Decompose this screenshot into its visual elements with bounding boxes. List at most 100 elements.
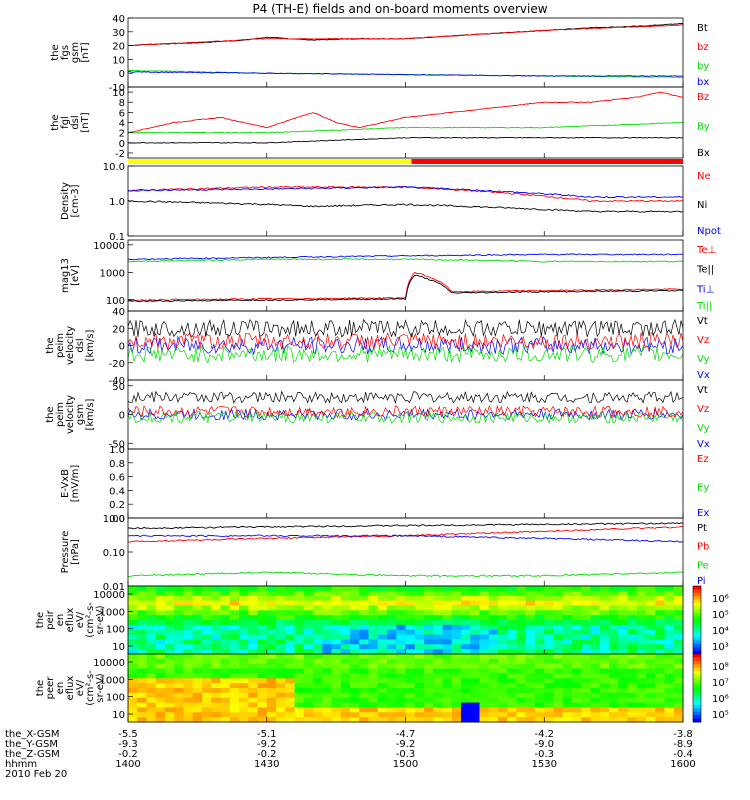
spectrogram-cell — [202, 697, 212, 704]
spectrogram-cell — [442, 586, 453, 592]
spectrogram-cell — [396, 702, 406, 708]
colorbar-cell — [693, 613, 701, 618]
spectrogram-cell — [516, 634, 527, 640]
spectrogram-cell — [451, 692, 462, 699]
spectrogram-cell — [470, 707, 480, 713]
spectrogram-cell — [276, 712, 286, 718]
spectrogram-cell — [211, 624, 221, 631]
colorbar-cell — [693, 650, 701, 655]
spectrogram-cell — [525, 717, 536, 723]
y-axis-label-line: velocity — [65, 326, 76, 365]
spectrogram-cell — [433, 634, 443, 640]
spectrogram-cell — [350, 595, 360, 602]
spectrogram-cell — [609, 702, 619, 708]
spectrogram-cell — [451, 668, 462, 674]
spectrogram-cell — [544, 707, 554, 713]
spectrogram-cell — [479, 668, 490, 674]
spectrogram-cell — [488, 707, 499, 713]
spectrogram-cell — [646, 678, 656, 684]
y-axis-label-line: en — [55, 614, 66, 627]
spectrogram-cell — [618, 658, 628, 665]
spectrogram-cell — [442, 678, 453, 684]
spectrogram-cell — [396, 629, 406, 636]
spectrogram-cell — [294, 590, 305, 597]
spectrogram-cell — [229, 717, 240, 723]
y-axis-label-line: the — [35, 680, 46, 696]
spectrogram-cell — [387, 595, 397, 602]
spectrogram-cell — [636, 649, 647, 655]
spectrogram-cell — [137, 600, 147, 606]
spectrogram-cell — [239, 615, 249, 621]
spectrogram-cell — [211, 697, 221, 704]
spectrogram-cell — [396, 590, 406, 597]
spectrogram-cell — [128, 663, 138, 670]
spectrogram-cell — [655, 658, 665, 665]
spectrogram-cell — [155, 658, 166, 665]
spectrogram-cell — [516, 620, 527, 626]
spectrogram-cell — [387, 624, 397, 631]
spectrogram-cell — [516, 668, 527, 674]
spectrogram-cell — [599, 717, 610, 723]
spectrogram-cell — [229, 620, 240, 626]
spectrogram-cell — [183, 688, 194, 694]
spectrogram-cell — [331, 688, 342, 694]
spectrogram-cell — [627, 658, 638, 665]
spectrogram-cell — [211, 590, 221, 597]
spectrogram-cell — [655, 663, 665, 670]
spectrogram-cell — [544, 697, 554, 704]
spectrogram-cell — [313, 620, 323, 626]
spectrogram-cell — [239, 678, 249, 684]
spectrogram-cell — [211, 654, 221, 660]
spectrogram-cell — [627, 600, 638, 606]
spectrogram-cell — [544, 620, 554, 626]
spectrogram-cell — [544, 634, 554, 640]
spectrogram-cell — [664, 688, 675, 694]
spectrogram-cell — [498, 668, 508, 674]
spectrogram-cell — [664, 658, 675, 665]
spectrogram-cell — [368, 678, 379, 684]
spectrogram-cell — [535, 644, 545, 650]
legend-entry: Bx — [697, 148, 710, 159]
x-annotation-value: -0.4 — [673, 749, 693, 760]
spectrogram-cell — [146, 668, 157, 674]
spectrogram-cell — [479, 639, 490, 645]
spectrogram-cell — [285, 712, 295, 718]
spectrogram-cell — [359, 717, 369, 723]
spectrogram-cell — [239, 649, 249, 655]
spectrogram-cell — [470, 590, 480, 597]
spectrogram-cell — [479, 702, 490, 708]
spectrogram-cell — [562, 702, 573, 708]
spectrogram-cell — [248, 654, 258, 660]
spectrogram-cell — [572, 624, 582, 631]
spectrogram-cell — [553, 683, 564, 689]
spectrogram-cell — [350, 658, 360, 665]
spectrogram-cell — [266, 624, 277, 631]
spectrogram-cell — [572, 673, 582, 679]
y-tick-label: 10 — [112, 88, 125, 99]
spectrogram-cell — [331, 683, 342, 689]
spectrogram-cell — [229, 663, 240, 670]
spectrogram-cell — [664, 712, 675, 718]
y-tick-label: 0.4 — [109, 486, 125, 497]
spectrogram-cell — [599, 624, 610, 631]
spectrogram-cell — [516, 658, 527, 665]
spectrogram-cell — [553, 639, 564, 645]
spectrogram-cell — [599, 620, 610, 626]
spectrogram-cell — [303, 605, 314, 611]
spectrogram-cell — [220, 624, 231, 631]
spectrogram-cell — [331, 595, 342, 602]
y-tick-label: 100 — [106, 625, 125, 636]
spectrogram-cell — [285, 649, 295, 655]
spectrogram-cell — [128, 668, 138, 674]
spectrogram-cell — [183, 624, 194, 631]
spectrogram-cell — [433, 620, 443, 626]
spectrogram-cell — [664, 586, 675, 592]
spectrogram-cell — [646, 702, 656, 708]
y-tick-label: 10 — [112, 710, 125, 721]
spectrogram-cell — [322, 624, 332, 631]
spectrogram-cell — [507, 678, 517, 684]
spectrogram-cell — [183, 707, 194, 713]
spectrogram-cell — [516, 590, 527, 597]
spectrogram-cell — [146, 717, 157, 723]
spectrogram-cell — [368, 688, 379, 694]
